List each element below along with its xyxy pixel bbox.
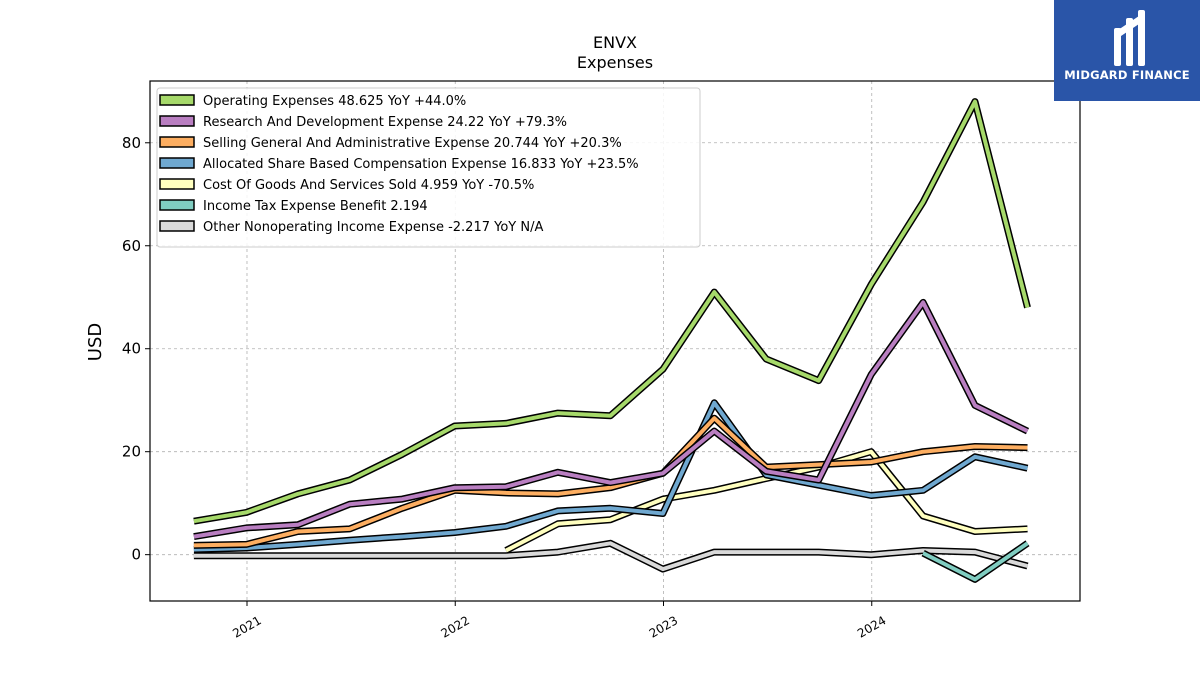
x-tick-label: 2024 (855, 613, 888, 640)
legend-swatch (159, 157, 195, 169)
legend-box (156, 87, 701, 248)
series-5 (921, 540, 1030, 583)
series-line (193, 400, 1028, 552)
x-tick-label: 2022 (439, 613, 472, 640)
legend-swatch (159, 199, 195, 211)
plot-frame (149, 80, 1081, 602)
x-tick-label: 2021 (230, 613, 263, 640)
brand-name: MIDGARD FINANCE (1064, 68, 1190, 82)
series-0 (193, 98, 1031, 525)
series-line (505, 449, 1028, 553)
legend-entry: Selling General And Administrative Expen… (203, 136, 622, 151)
legend-entry: Income Tax Expense Benefit 2.194 (203, 199, 428, 214)
series-3 (193, 399, 1029, 553)
y-tick-label: 40 (122, 340, 141, 358)
y-tick-label: 60 (122, 237, 141, 255)
series-line (922, 541, 1029, 582)
series-line (193, 541, 1029, 572)
y-tick-label: 0 (131, 546, 141, 564)
legend: Operating Expenses 48.625 YoY +44.0% Rese… (156, 87, 701, 248)
series-line (193, 99, 1030, 524)
legend-swatch (159, 136, 195, 148)
brand-mark-icon (1114, 10, 1145, 66)
legend-entry: Other Nonoperating Income Expense -2.217… (203, 220, 543, 235)
legend-entry: Allocated Share Based Compensation Expen… (203, 157, 639, 172)
series-6 (193, 539, 1029, 573)
chart-subtitle: Expenses (577, 53, 653, 72)
brand-logo: MIDGARD FINANCE (1054, 0, 1200, 101)
x-tick-label: 2023 (647, 613, 680, 640)
legend-swatch (159, 94, 195, 106)
chart-title: ENVX (593, 33, 637, 52)
series-line (193, 416, 1028, 548)
series-1 (193, 298, 1030, 541)
legend-swatch (159, 115, 195, 127)
legend-entry: Operating Expenses 48.625 YoY +44.0% (203, 94, 466, 109)
y-tick-label: 20 (122, 443, 141, 461)
legend-swatch (159, 178, 195, 190)
series-line (193, 300, 1029, 539)
y-tick-label: 80 (122, 134, 141, 152)
legend-swatch (159, 220, 195, 232)
series-lines (193, 98, 1031, 583)
series-4 (504, 448, 1028, 554)
legend-entry: Cost Of Goods And Services Sold 4.959 Yo… (203, 178, 534, 193)
y-axis-label: USD (85, 323, 106, 361)
series-2 (193, 414, 1028, 549)
legend-entry: Research And Development Expense 24.22 Y… (203, 115, 567, 130)
series-line-outline (193, 298, 1030, 541)
